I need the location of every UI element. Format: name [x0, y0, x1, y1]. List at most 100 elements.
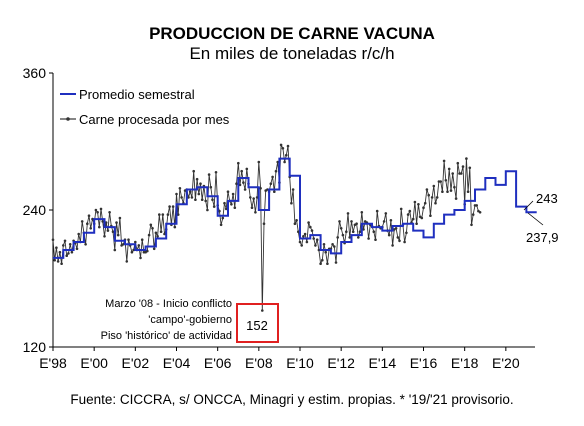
series-line-semestral [53, 157, 537, 259]
data-point-mensual [309, 225, 312, 229]
data-point-mensual [211, 198, 214, 201]
data-point-mensual [446, 190, 449, 193]
data-point-mensual [302, 235, 305, 238]
data-point-mensual [355, 222, 358, 225]
data-point-mensual [405, 231, 408, 235]
data-point-mensual [357, 236, 360, 239]
data-point-mensual [470, 223, 473, 227]
data-point-mensual [459, 172, 463, 175]
data-point-mensual [430, 196, 434, 199]
x-tick-label: E'18 [451, 355, 479, 371]
data-point-mensual [415, 222, 418, 225]
data-point-mensual [252, 197, 255, 200]
data-point-mensual [453, 185, 456, 189]
data-point-mensual [139, 256, 142, 260]
data-point-mensual [406, 213, 410, 216]
data-point-mensual [233, 206, 237, 209]
data-point-mensual [423, 201, 427, 205]
end-label-mensual: 237,9 [526, 230, 559, 245]
data-point-mensual [68, 243, 72, 246]
data-point-mensual [113, 248, 117, 252]
data-point-mensual [115, 221, 118, 224]
data-point-mensual [382, 220, 386, 223]
data-point-mensual [333, 245, 336, 248]
data-point-mensual [290, 201, 293, 205]
data-point-mensual [250, 206, 254, 209]
data-point-mensual [286, 144, 290, 148]
data-point-mensual [367, 237, 370, 240]
y-tick-label: 120 [23, 339, 47, 355]
data-point-mensual [478, 211, 482, 214]
data-point-mensual [180, 196, 183, 199]
data-point-mensual [283, 160, 286, 164]
data-point-mensual [441, 190, 444, 193]
chart-series [51, 143, 537, 312]
data-point-mensual [161, 213, 165, 216]
data-point-mensual [456, 161, 460, 165]
legend-label-semestral: Promedio semestral [79, 87, 195, 102]
data-point-mensual [437, 180, 441, 183]
data-point-mensual [331, 243, 334, 246]
data-point-mensual [55, 246, 58, 249]
data-point-mensual [96, 211, 99, 214]
data-point-mensual [339, 227, 343, 230]
x-tick-label: E'10 [286, 355, 314, 371]
data-point-mensual [461, 165, 465, 168]
data-point-mensual [190, 196, 194, 199]
data-point-mensual [149, 223, 153, 227]
data-point-mensual [242, 181, 245, 184]
data-point-mensual [53, 258, 56, 262]
data-point-mensual [154, 231, 158, 235]
data-point-mensual [152, 247, 156, 251]
data-point-mensual [394, 227, 398, 230]
chart-title: PRODUCCION DE CARNE VACUNA [149, 24, 435, 43]
data-point-mensual [171, 205, 175, 208]
data-point-mensual [87, 214, 91, 217]
y-tick-label: 360 [23, 65, 47, 81]
data-point-mensual [156, 235, 159, 238]
data-point-mensual [91, 217, 94, 221]
data-point-mensual [108, 211, 111, 214]
x-tick-label: E'08 [245, 355, 273, 371]
data-point-mensual [178, 187, 182, 190]
data-point-mensual [475, 204, 479, 207]
data-point-mensual [269, 182, 273, 185]
data-point-mensual [425, 188, 429, 191]
data-point-mensual [310, 229, 314, 232]
data-point-mensual [336, 236, 340, 239]
chart-legend: Promedio semestral Carne procesada por m… [60, 87, 230, 127]
data-point-mensual [408, 209, 412, 213]
data-point-mensual [358, 230, 362, 233]
data-point-mensual [104, 221, 108, 224]
data-point-mensual [291, 188, 295, 191]
data-point-mensual [429, 214, 432, 217]
data-point-mensual [384, 212, 388, 215]
data-point-mensual [374, 238, 377, 241]
legend-swatch-mensual-dot [66, 117, 70, 121]
data-point-mensual [315, 238, 319, 241]
data-point-mensual [375, 209, 379, 213]
data-point-mensual [187, 196, 190, 199]
callout-line-3: Piso 'histórico' de actividad [101, 330, 232, 342]
data-point-mensual [89, 227, 92, 230]
data-point-mensual [163, 232, 166, 236]
data-point-mensual [261, 309, 264, 312]
data-point-mensual [314, 244, 317, 247]
data-point-mensual [231, 192, 235, 196]
chart-subtitle: En miles de toneladas r/c/h [189, 44, 395, 63]
callout-value: 152 [246, 318, 268, 333]
chart-annotations: Marzo '08 - Inicio conflicto 'campo'-gob… [101, 191, 559, 343]
data-point-mensual [176, 213, 180, 216]
data-point-mensual [322, 243, 326, 246]
data-point-mensual [122, 243, 125, 246]
data-point-mensual [307, 221, 310, 224]
data-point-mensual [293, 222, 297, 225]
data-point-mensual [116, 233, 120, 237]
data-point-mensual [137, 244, 141, 247]
x-tick-label: E'00 [80, 355, 108, 371]
data-point-mensual [465, 157, 468, 160]
data-point-mensual [399, 207, 403, 211]
data-point-mensual [413, 200, 417, 204]
data-point-mensual [218, 209, 221, 213]
data-point-mensual [118, 216, 122, 220]
